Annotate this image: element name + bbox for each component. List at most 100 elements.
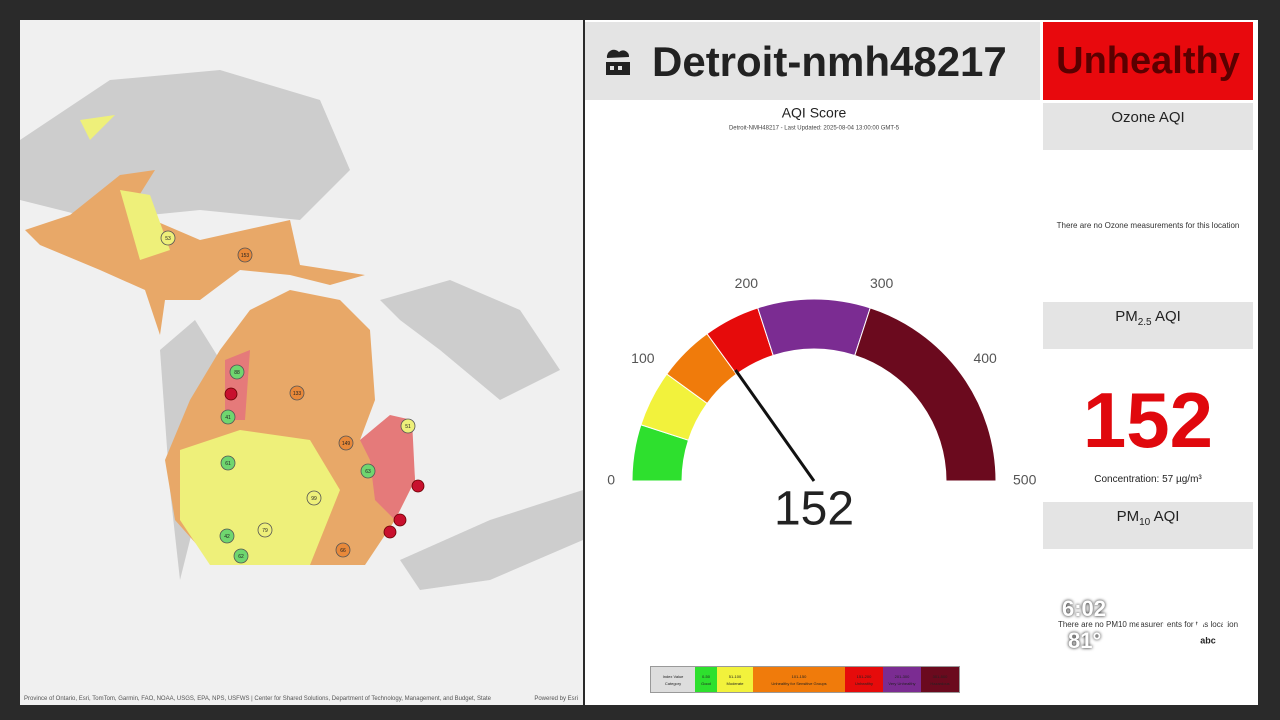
pm25-label-suffix: AQI <box>1154 308 1181 325</box>
station-marker <box>257 522 273 538</box>
overlay-temperature: 81° <box>1068 628 1102 653</box>
legend-head-label: Index Value <box>662 673 684 679</box>
station-marker-label: 41 <box>225 415 231 421</box>
upper-peninsula <box>25 170 365 335</box>
station-marker <box>233 548 249 564</box>
legend-range: 201-300 <box>894 673 910 679</box>
station-marker-unhealthy <box>224 387 238 401</box>
ozone-message: There are no Ozone measurements for this… <box>1056 221 1240 230</box>
legend-cell: 151-200 Unhealthy <box>845 667 883 692</box>
gauge-value: 152 <box>774 483 854 536</box>
gauge-title: AQI Score <box>782 105 847 121</box>
gauge-subtitle: Detroit-NMH48217 - Last Updated: 2025-08… <box>729 126 900 132</box>
moderate-zone <box>180 430 340 565</box>
legend-category: Good <box>701 680 711 686</box>
legend-range: 51-100 <box>728 673 742 679</box>
station-marker-label: 51 <box>405 424 411 430</box>
station-marker <box>220 455 236 471</box>
station-marker-label: 133 <box>293 391 302 397</box>
legend-cell: 101-150 Unhealthy for Sensitive Groups <box>753 667 845 692</box>
station-marker-unhealthy <box>411 479 425 493</box>
station-marker <box>335 542 351 558</box>
lake-huron <box>380 280 560 400</box>
station-marker <box>360 463 376 479</box>
aqi-legend: Index Value Category 0-50 Good 51-100 Moderat… <box>650 666 960 693</box>
gauge-tick-label: 300 <box>870 275 894 291</box>
gauge-band <box>757 298 871 357</box>
station-marker <box>219 528 235 544</box>
gauge-tick-label: 0 <box>607 472 615 488</box>
station-marker-label: 99 <box>311 496 317 502</box>
station-logo: abc <box>1163 594 1227 658</box>
moderate-zone-north <box>120 190 170 260</box>
station-marker-label: 153 <box>241 253 250 259</box>
station-marker-unhealthy <box>393 513 407 527</box>
legend-category: Moderate <box>726 680 744 686</box>
gauge: AQI Score Detroit-NMH48217 - Last Update… <box>607 105 1037 536</box>
legend-range: 301-500 <box>932 673 948 679</box>
overlay-time: 6:02 <box>1062 596 1107 621</box>
map: 53 153 88 133 41 51 149 61 63 99 79 42 62 66 Province… <box>20 20 583 705</box>
station-marker-label: 62 <box>238 554 244 560</box>
legend-category: Very Unhealthy <box>888 680 916 686</box>
unhealthy-zone <box>360 415 415 520</box>
station-marker <box>289 385 305 401</box>
station-marker <box>160 230 176 246</box>
legend-cell: 301-500 Hazardous <box>921 667 959 692</box>
pm25-header: PM2.5 AQI <box>1043 302 1253 349</box>
gauge-band <box>854 307 997 482</box>
header-bar <box>585 22 1040 100</box>
logo-text: abc <box>1200 635 1216 645</box>
legend-cell: 201-300 Very Unhealthy <box>883 667 921 692</box>
overlay-divider <box>1139 598 1141 654</box>
station-marker <box>400 418 416 434</box>
pm10-label-suffix: AQI <box>1153 508 1180 525</box>
station-icon <box>606 49 630 75</box>
isle-royale <box>80 115 115 140</box>
gauge-needle <box>734 369 816 482</box>
pm10-message: There are no PM10 measurements for this … <box>1057 620 1239 629</box>
legend-range: 101-150 <box>791 673 807 679</box>
pm10-label-sub: 10 <box>1139 517 1151 528</box>
gauge-tick-label: 100 <box>631 350 655 366</box>
station-marker <box>306 490 322 506</box>
station-marker-label: 63 <box>365 469 371 475</box>
status-badge: Unhealthy <box>1043 22 1253 100</box>
legend-cell: 0-50 Good <box>695 667 717 692</box>
legend-category: Unhealthy <box>854 680 873 686</box>
station-marker <box>220 409 236 425</box>
station-marker <box>229 364 245 380</box>
station-marker-label: 149 <box>342 441 351 447</box>
station-marker-label: 88 <box>234 370 240 376</box>
station-marker <box>237 247 253 263</box>
pm25-value: 152 <box>1082 376 1214 464</box>
station-marker-unhealthy <box>383 525 397 539</box>
legend-category: Unhealthy for Sensitive Groups <box>771 680 827 686</box>
legend-head: Index Value Category <box>651 667 695 692</box>
pm25-concentration: Concentration: 57 µg/m³ <box>1094 474 1202 485</box>
pm10-label: PM <box>1116 508 1140 525</box>
station-marker-label: 66 <box>340 548 346 554</box>
station-marker <box>338 435 354 451</box>
legend-cell: 51-100 Moderate <box>717 667 753 692</box>
ozone-header: Ozone AQI <box>1043 103 1253 150</box>
gauge-tick-label: 200 <box>735 275 759 291</box>
map-attribution: Province of Ontario, Esri, TomTom, Garmi… <box>24 696 492 702</box>
station-marker-label: 42 <box>224 534 230 540</box>
lake-erie <box>400 490 583 590</box>
station-marker-label: 61 <box>225 461 231 467</box>
legend-range: 0-50 <box>701 673 710 679</box>
pm25-label-sub: 2.5 <box>1137 317 1152 328</box>
station-title: Detroit-nmh48217 <box>652 38 1007 85</box>
pm10-header: PM10 AQI <box>1043 502 1253 549</box>
gauge-tick-label: 400 <box>973 350 997 366</box>
powered-by: Powered by Esri <box>534 696 578 702</box>
pm25-label: PM <box>1115 308 1138 325</box>
station-marker-label: 79 <box>262 528 268 534</box>
legend-head-label: Category <box>664 680 682 686</box>
gauge-tick-label: 500 <box>1013 472 1037 488</box>
station-marker-label: 53 <box>165 236 171 242</box>
legend-range: 151-200 <box>856 673 872 679</box>
lake-superior <box>20 70 350 220</box>
